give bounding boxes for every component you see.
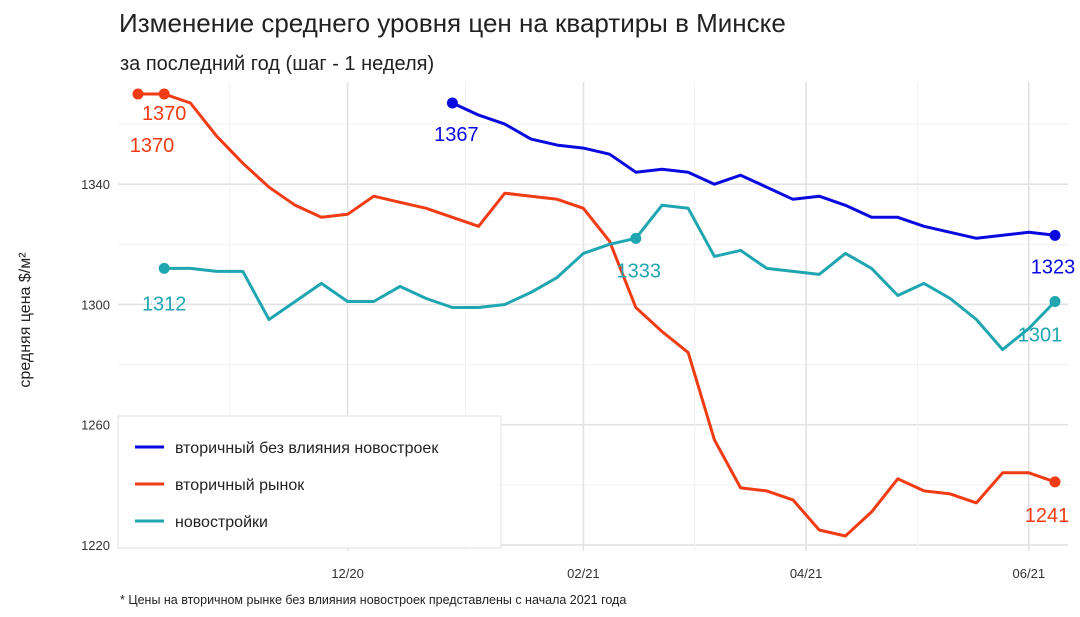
- data-point-2-18: [630, 232, 642, 244]
- footnote: * Цены на вторичном рынке без влияния но…: [120, 593, 626, 607]
- x-ticks: 12/20 02/21 04/21 06/21: [331, 566, 1045, 581]
- data-label-0-23: 1323: [1031, 256, 1076, 278]
- x-tick-label: 06/21: [1013, 566, 1046, 581]
- data-label-1-1: 1370: [142, 103, 187, 125]
- data-point-2-0: [158, 262, 170, 274]
- data-point-2-34: [1049, 295, 1061, 307]
- data-point-0-0: [446, 97, 458, 109]
- data-label-0-0: 1367: [434, 124, 479, 146]
- data-point-1-0: [132, 88, 144, 100]
- x-tick-label: 12/20: [331, 566, 364, 581]
- data-labels: 1367 1323 1370 1370 1241 1312 1333 1301: [130, 103, 1076, 527]
- y-tick-label: 1260: [81, 418, 110, 433]
- legend-entry-1: вторичный рынок: [175, 477, 305, 494]
- series-line-2: [162, 203, 1057, 352]
- y-tick-label: 1300: [81, 297, 110, 312]
- data-label-2-18: 1333: [617, 260, 662, 282]
- series-line-0: [450, 101, 1057, 240]
- data-label-1-0: 1370: [130, 135, 175, 157]
- data-label-2-34: 1301: [1018, 324, 1063, 346]
- data-point-0-23: [1049, 229, 1061, 241]
- data-label-1-35: 1241: [1025, 505, 1070, 527]
- series-points: [132, 88, 1061, 488]
- y-ticks: 1220 1260 1300 1340: [81, 177, 110, 553]
- data-point-1-1: [158, 88, 170, 100]
- legend-entry-2: новостройки: [175, 514, 268, 531]
- series-lines: [136, 92, 1057, 538]
- legend-box: [117, 415, 502, 549]
- legend-entry-0: вторичный без влияния новостроек: [175, 440, 439, 457]
- y-tick-label: 1340: [81, 177, 110, 192]
- x-tick-label: 04/21: [790, 566, 823, 581]
- legend: вторичный без влияния новостроек вторичны…: [117, 415, 502, 549]
- chart-title: Изменение среднего уровня цен на квартир…: [119, 8, 786, 38]
- series-line-1: [136, 92, 1057, 538]
- y-tick-label: 1220: [81, 538, 110, 553]
- y-axis-label: средняя цена $/м²: [17, 252, 34, 388]
- x-tick-label: 02/21: [567, 566, 600, 581]
- data-label-2-0: 1312: [142, 293, 187, 315]
- data-point-1-35: [1049, 476, 1061, 488]
- chart-subtitle: за последний год (шаг - 1 неделя): [120, 53, 434, 75]
